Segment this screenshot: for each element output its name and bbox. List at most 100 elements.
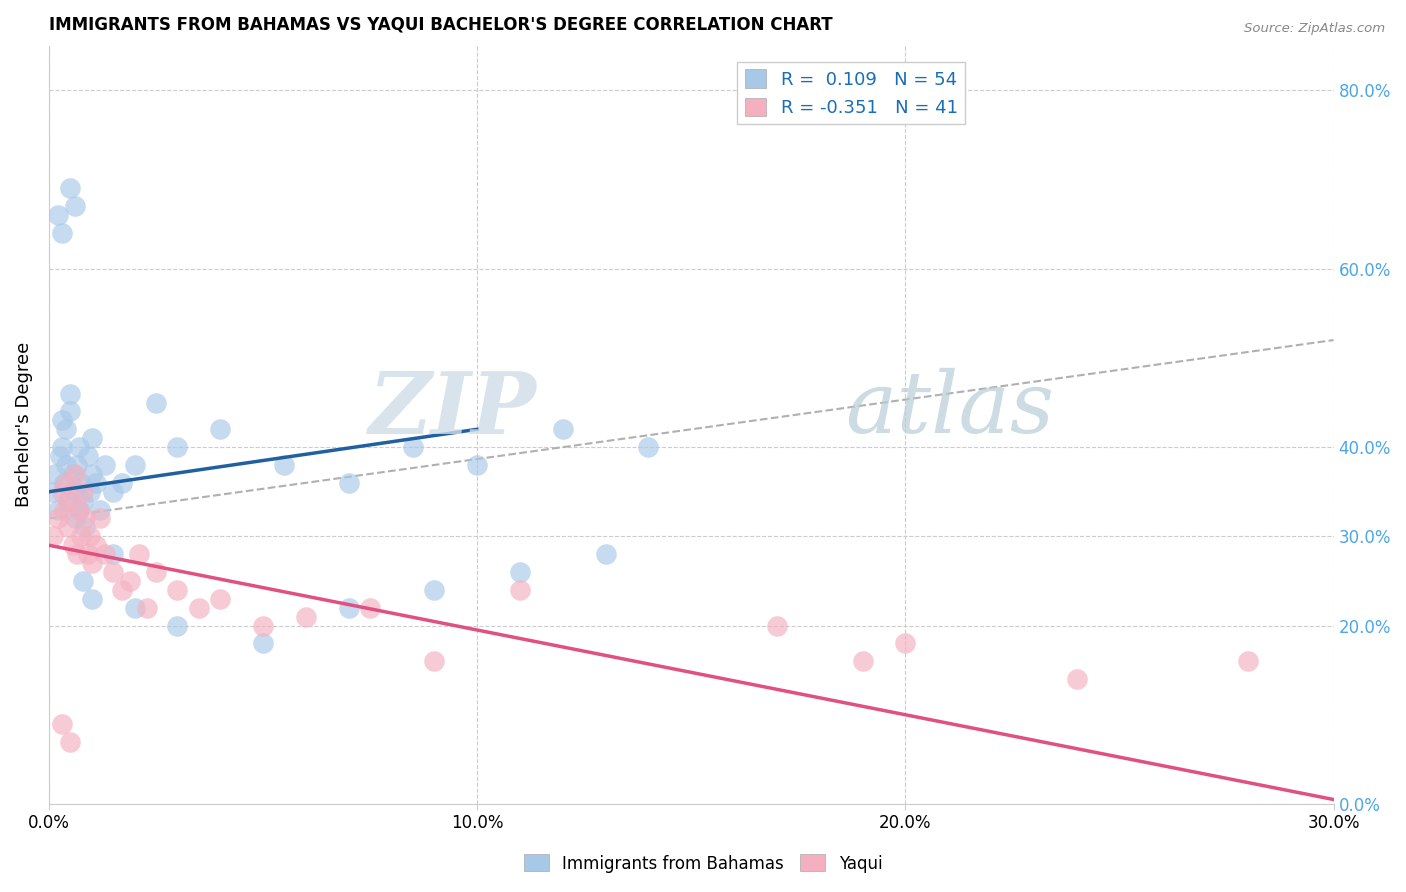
Point xyxy=(46,502,69,516)
Point xyxy=(76,449,98,463)
Point xyxy=(252,618,274,632)
Point xyxy=(52,502,75,516)
Point xyxy=(337,600,360,615)
Point xyxy=(209,422,232,436)
Point xyxy=(66,458,89,472)
Point xyxy=(852,654,875,668)
Point xyxy=(63,467,86,481)
Point xyxy=(145,565,167,579)
Point xyxy=(423,654,446,668)
Point xyxy=(252,636,274,650)
Point xyxy=(80,431,103,445)
Point xyxy=(1237,654,1260,668)
Point xyxy=(103,547,125,561)
Point xyxy=(93,458,115,472)
Point xyxy=(766,618,789,632)
Point xyxy=(66,547,89,561)
Point xyxy=(67,440,90,454)
Point xyxy=(337,475,360,490)
Point xyxy=(423,582,446,597)
Point xyxy=(103,565,125,579)
Text: Source: ZipAtlas.com: Source: ZipAtlas.com xyxy=(1244,22,1385,36)
Point xyxy=(76,547,98,561)
Point xyxy=(79,529,101,543)
Point xyxy=(46,511,69,525)
Point xyxy=(359,600,381,615)
Point xyxy=(55,475,77,490)
Point xyxy=(111,475,134,490)
Point xyxy=(80,591,103,606)
Point xyxy=(51,716,73,731)
Point xyxy=(465,458,488,472)
Point xyxy=(124,458,146,472)
Point xyxy=(509,582,531,597)
Point xyxy=(1066,672,1088,686)
Point xyxy=(51,440,73,454)
Point xyxy=(42,484,65,499)
Point xyxy=(120,574,142,588)
Point xyxy=(55,458,77,472)
Point xyxy=(84,538,107,552)
Point xyxy=(70,475,93,490)
Point xyxy=(128,547,150,561)
Text: atlas: atlas xyxy=(845,368,1054,451)
Point xyxy=(62,538,84,552)
Point xyxy=(894,636,917,650)
Text: IMMIGRANTS FROM BAHAMAS VS YAQUI BACHELOR'S DEGREE CORRELATION CHART: IMMIGRANTS FROM BAHAMAS VS YAQUI BACHELO… xyxy=(49,15,832,33)
Point xyxy=(51,484,73,499)
Point xyxy=(595,547,617,561)
Point xyxy=(80,556,103,570)
Point xyxy=(402,440,425,454)
Point xyxy=(166,618,188,632)
Point xyxy=(58,493,80,508)
Point xyxy=(63,199,86,213)
Point xyxy=(637,440,659,454)
Point xyxy=(72,574,94,588)
Point xyxy=(111,582,134,597)
Point xyxy=(72,493,94,508)
Point xyxy=(187,600,209,615)
Point xyxy=(103,484,125,499)
Text: ZIP: ZIP xyxy=(370,368,537,451)
Point xyxy=(84,475,107,490)
Point xyxy=(209,591,232,606)
Point xyxy=(124,600,146,615)
Point xyxy=(70,529,93,543)
Point xyxy=(75,511,97,525)
Point xyxy=(52,475,75,490)
Point xyxy=(42,529,65,543)
Point xyxy=(63,511,86,525)
Point xyxy=(59,386,82,401)
Point xyxy=(75,520,97,534)
Point xyxy=(509,565,531,579)
Point xyxy=(93,547,115,561)
Point xyxy=(145,395,167,409)
Legend: Immigrants from Bahamas, Yaqui: Immigrants from Bahamas, Yaqui xyxy=(517,847,889,880)
Point xyxy=(59,493,82,508)
Point xyxy=(46,208,69,222)
Point xyxy=(59,404,82,418)
Point xyxy=(166,582,188,597)
Point xyxy=(59,734,82,748)
Point xyxy=(62,467,84,481)
Point xyxy=(51,413,73,427)
Point xyxy=(89,502,111,516)
Point xyxy=(67,502,90,516)
Y-axis label: Bachelor's Degree: Bachelor's Degree xyxy=(15,343,32,508)
Point xyxy=(48,449,70,463)
Point xyxy=(89,511,111,525)
Point xyxy=(136,600,159,615)
Point xyxy=(44,467,66,481)
Point xyxy=(551,422,574,436)
Point xyxy=(273,458,295,472)
Point xyxy=(63,484,86,499)
Point xyxy=(55,422,77,436)
Legend: R =  0.109   N = 54, R = -0.351   N = 41: R = 0.109 N = 54, R = -0.351 N = 41 xyxy=(737,62,965,125)
Point xyxy=(79,484,101,499)
Point xyxy=(295,609,318,624)
Point xyxy=(59,181,82,195)
Point xyxy=(72,484,94,499)
Point xyxy=(166,440,188,454)
Point xyxy=(67,502,90,516)
Point xyxy=(80,467,103,481)
